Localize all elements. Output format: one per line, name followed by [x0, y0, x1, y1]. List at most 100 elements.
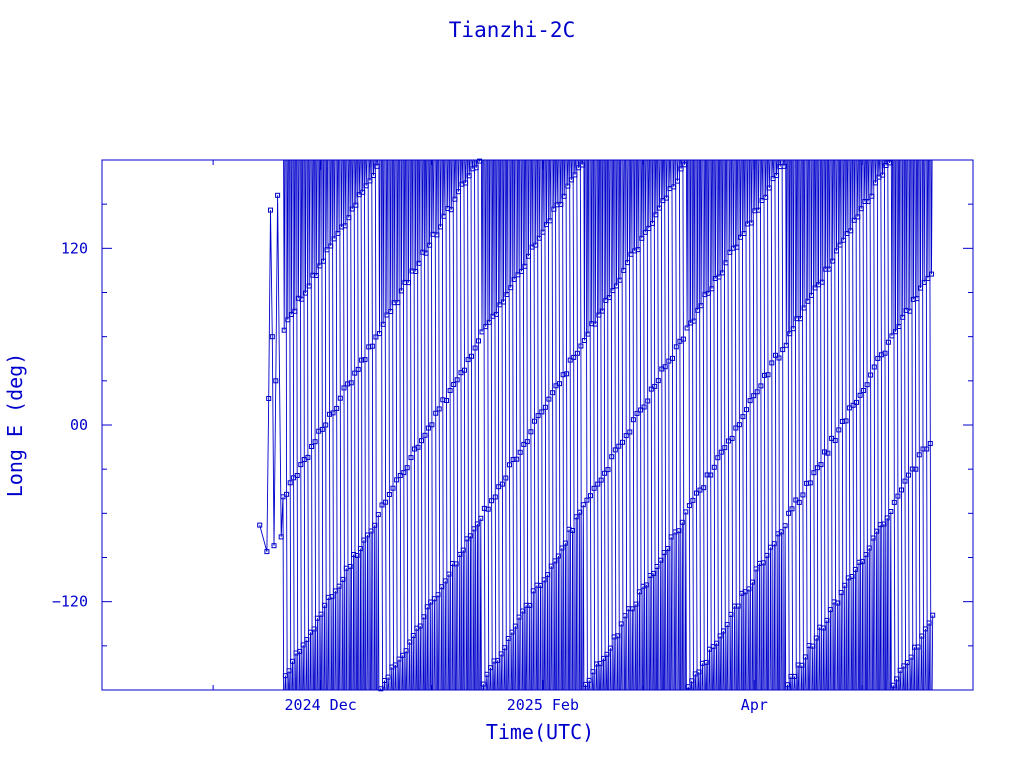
x-axis-label: Time(UTC) — [486, 720, 594, 744]
data-point-marker — [567, 357, 573, 363]
data-point-marker — [604, 651, 610, 657]
data-point-marker — [861, 388, 867, 393]
data-point-marker — [802, 654, 808, 660]
data-point-marker — [524, 439, 530, 445]
data-point-marker — [810, 643, 816, 649]
data-point-marker — [446, 571, 452, 577]
data-point-marker — [902, 478, 908, 484]
data-point-marker — [527, 602, 533, 608]
data-point-marker — [368, 528, 374, 534]
data-point-marker — [483, 324, 489, 330]
data-point-marker — [275, 192, 281, 198]
data-point-marker — [424, 604, 430, 610]
data-point-marker — [404, 465, 410, 471]
data-point-marker — [330, 410, 336, 416]
data-point-marker — [321, 258, 326, 264]
data-point-marker — [581, 338, 587, 343]
data-point-marker — [535, 413, 541, 419]
data-point-marker — [715, 455, 721, 461]
data-point-marker — [758, 383, 764, 389]
data-point-marker — [913, 466, 919, 472]
data-point-marker — [266, 396, 272, 401]
data-point-marker — [287, 480, 293, 486]
data-point-marker — [561, 193, 567, 199]
data-point-marker — [419, 438, 424, 444]
data-point-marker — [460, 547, 466, 553]
data-point-marker — [322, 602, 328, 608]
data-point-marker — [375, 512, 381, 518]
data-point-marker — [809, 292, 814, 298]
data-point-marker — [822, 449, 827, 455]
data-point-marker — [355, 366, 361, 372]
data-point-marker — [760, 560, 766, 566]
data-point-marker — [397, 473, 403, 478]
y-axis-label: Long E (deg) — [3, 353, 27, 498]
data-point-marker — [407, 639, 413, 645]
data-point-marker — [496, 484, 502, 490]
data-point-marker — [746, 586, 752, 592]
data-point-marker — [380, 321, 386, 327]
data-point-marker — [542, 404, 548, 410]
data-point-marker — [431, 596, 437, 602]
data-point-marker — [453, 561, 459, 567]
data-point-marker — [565, 183, 571, 189]
data-point-marker — [723, 260, 729, 266]
data-point-marker — [540, 229, 546, 235]
data-point-marker — [678, 166, 684, 172]
data-point-marker — [612, 447, 618, 453]
data-point-marker — [864, 382, 870, 388]
data-point-marker — [859, 558, 865, 564]
x-tick-label: 2024 Dec — [285, 696, 357, 714]
data-point-marker — [331, 236, 337, 242]
data-point-marker — [505, 636, 511, 641]
data-point-marker — [539, 409, 545, 415]
data-point-marker — [703, 659, 709, 665]
data-point-marker — [826, 266, 832, 272]
data-point-marker — [428, 599, 434, 605]
data-point-marker — [369, 343, 375, 349]
data-point-marker — [372, 522, 378, 528]
data-point-marker — [597, 661, 603, 667]
data-point-marker — [915, 644, 921, 650]
plot-area — [257, 158, 936, 692]
data-point-marker — [417, 623, 423, 629]
data-point-marker — [516, 614, 522, 620]
data-point-marker — [927, 441, 933, 446]
data-point-marker — [423, 250, 429, 256]
data-point-marker — [754, 389, 760, 395]
data-point-marker — [832, 438, 838, 443]
data-point-marker — [774, 173, 780, 178]
data-point-marker — [332, 588, 338, 594]
data-point-marker — [555, 553, 561, 559]
data-point-marker — [908, 654, 914, 660]
data-point-marker — [814, 465, 820, 471]
data-point-marker — [889, 333, 895, 339]
data-point-marker — [907, 308, 913, 314]
data-point-marker — [403, 648, 409, 654]
data-point-marker — [546, 396, 552, 402]
data-point-marker — [319, 426, 325, 432]
data-point-marker — [526, 253, 531, 259]
data-point-marker — [303, 290, 308, 296]
data-point-marker — [438, 224, 443, 230]
data-point-marker — [786, 510, 792, 516]
data-point-marker — [486, 319, 492, 325]
data-point-marker — [447, 388, 453, 393]
data-point-marker — [367, 178, 373, 184]
data-point-marker — [661, 550, 667, 556]
data-point-marker — [689, 678, 695, 684]
data-point-marker — [578, 343, 584, 349]
data-point-marker — [478, 515, 484, 521]
data-point-marker — [278, 534, 284, 540]
data-point-marker — [625, 260, 630, 266]
data-point-marker — [352, 370, 358, 376]
data-point-marker — [916, 452, 922, 458]
data-point-marker — [406, 280, 411, 286]
data-point-marker — [690, 497, 696, 503]
data-point-marker — [648, 386, 654, 392]
data-point-marker — [374, 163, 380, 169]
data-point-marker — [741, 231, 747, 236]
data-point-marker — [595, 481, 601, 487]
data-point-marker — [929, 271, 934, 277]
